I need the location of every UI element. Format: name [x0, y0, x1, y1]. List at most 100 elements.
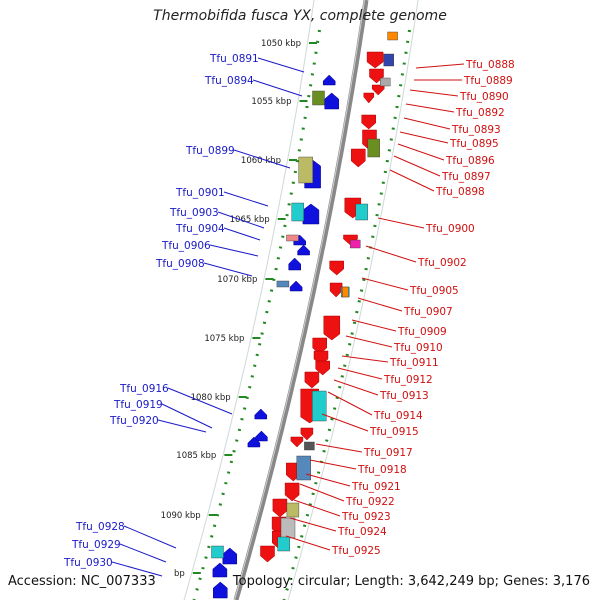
reverse-gene-leader — [361, 277, 409, 291]
reverse-gene-leader — [345, 335, 393, 348]
reverse-gene-leader — [409, 89, 459, 97]
forward-gene-label: Tfu_0903 — [169, 207, 219, 219]
forward-gene-leader — [223, 227, 261, 241]
genome-backbone — [233, 0, 369, 600]
gene-feature-block — [312, 390, 327, 422]
kbp-label: 1075 kbp — [204, 334, 244, 344]
reverse-gene-leader — [393, 155, 441, 177]
reverse-gene-label: Tfu_0909 — [397, 326, 447, 338]
reverse-gene-label: Tfu_0897 — [441, 171, 491, 183]
forward-gene-arrow — [247, 436, 261, 448]
reverse-gene-arrow — [329, 282, 343, 298]
reverse-gene-arrow — [272, 498, 288, 518]
reverse-gene-leader — [399, 131, 449, 144]
forward-gene-arrow — [213, 581, 228, 599]
reverse-gene-label: Tfu_0914 — [373, 410, 423, 422]
map-band-left-edge — [183, 0, 315, 600]
forward-gene-label: Tfu_0891 — [209, 53, 259, 65]
forward-gene-leader — [209, 244, 259, 257]
reverse-gene-leader — [389, 169, 435, 192]
reverse-gene-arrow — [304, 371, 320, 389]
gene-feature-block — [298, 156, 313, 184]
gene-feature-block — [367, 138, 380, 158]
reverse-gene-leader — [357, 297, 403, 312]
forward-gene-label: Tfu_0930 — [63, 557, 113, 569]
kbp-label: 1090 kbp — [161, 511, 201, 521]
gene-feature-block — [286, 502, 300, 518]
forward-gene-arrow — [222, 547, 238, 565]
reverse-gene-leader — [403, 117, 451, 130]
gene-feature-block — [312, 90, 325, 106]
reverse-gene-label: Tfu_0923 — [341, 511, 391, 523]
reverse-gene-leader — [405, 103, 455, 113]
map-title: Thermobifida fusca YX, complete genome — [153, 8, 447, 24]
forward-gene-leader — [111, 561, 163, 577]
reverse-gene-arrow — [323, 315, 341, 341]
reverse-gene-label: Tfu_0905 — [409, 285, 459, 297]
reverse-gene-label: Tfu_0910 — [393, 342, 443, 354]
reverse-gene-label: Tfu_0924 — [337, 526, 387, 538]
forward-gene-leader — [233, 149, 291, 169]
reverse-gene-leader — [337, 367, 383, 380]
forward-gene-arrow — [288, 257, 301, 271]
forward-gene-label: Tfu_0899 — [185, 145, 235, 157]
kbp-label: 1085 kbp — [176, 451, 216, 461]
gene-feature-block — [342, 286, 349, 298]
forward-gene-leader — [123, 525, 177, 549]
forward-gene-arrow — [322, 74, 336, 86]
gene-feature-block — [277, 536, 290, 552]
reverse-gene-label: Tfu_0917 — [363, 447, 413, 459]
gene-feature-block — [211, 545, 224, 559]
forward-gene-arrow — [297, 244, 310, 256]
forward-gene-leader — [257, 57, 305, 73]
reverse-gene-arrow — [329, 260, 344, 276]
reverse-gene-leader — [321, 413, 369, 432]
reverse-gene-label: Tfu_0902 — [417, 257, 467, 269]
reverse-gene-label: Tfu_0925 — [331, 545, 381, 557]
genome-backbone-highlight — [234, 0, 365, 600]
reverse-gene-label: Tfu_0896 — [445, 155, 495, 167]
forward-gene-label: Tfu_0929 — [71, 539, 121, 551]
reverse-gene-arrow — [351, 148, 366, 168]
reverse-gene-arrow — [300, 427, 314, 441]
reverse-gene-arrow — [369, 68, 384, 84]
reverse-gene-arrow — [315, 360, 330, 376]
forward-gene-leader — [223, 191, 269, 207]
reverse-gene-leader — [315, 443, 363, 453]
gene-feature-block — [286, 234, 299, 242]
forward-gene-label: Tfu_0920 — [109, 415, 159, 427]
reverse-gene-leader — [305, 473, 351, 487]
gene-feature-block — [380, 77, 391, 87]
kbp-label: 1055 kbp — [251, 97, 291, 107]
forward-gene-label: Tfu_0904 — [175, 223, 225, 235]
reverse-gene-label: Tfu_0890 — [459, 91, 509, 103]
forward-gene-arrow — [324, 92, 339, 110]
gene-feature-block — [355, 203, 368, 221]
reverse-gene-leader — [327, 391, 373, 416]
reverse-gene-leader — [333, 379, 379, 396]
forward-gene-arrow — [255, 430, 268, 442]
gene-feature-block — [350, 239, 361, 249]
forward-tick-track — [192, 29, 321, 600]
forward-gene-leader — [119, 543, 167, 563]
reverse-gene-label: Tfu_0893 — [451, 124, 501, 136]
reverse-gene-arrow — [363, 92, 375, 104]
reverse-gene-leader — [309, 459, 357, 470]
reverse-gene-label: Tfu_0918 — [357, 464, 407, 476]
reverse-gene-label: Tfu_0892 — [455, 107, 505, 119]
forward-gene-label: Tfu_0908 — [155, 258, 205, 270]
gene-feature-block — [280, 517, 296, 539]
reverse-gene-label: Tfu_0921 — [351, 481, 401, 493]
reverse-gene-label: Tfu_0900 — [425, 223, 475, 235]
reverse-gene-label: Tfu_0898 — [435, 186, 485, 198]
forward-gene-arrow — [302, 203, 320, 225]
forward-gene-leader — [161, 403, 213, 429]
genome-summary-text: Topology: circular; Length: 3,642,249 bp… — [232, 574, 590, 589]
gene-feature-block — [387, 31, 398, 41]
reverse-gene-arrow — [284, 482, 300, 502]
reverse-gene-leader — [289, 517, 337, 532]
reverse-gene-label: Tfu_0915 — [369, 426, 419, 438]
reverse-tick-track — [282, 29, 411, 600]
